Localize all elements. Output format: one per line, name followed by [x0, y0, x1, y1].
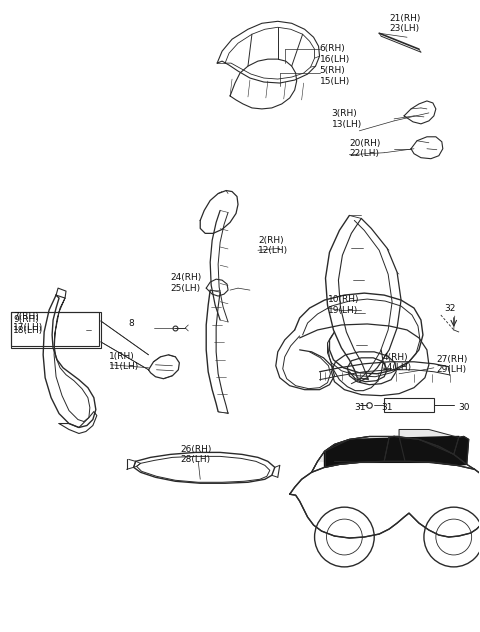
Bar	[12, 312, 101, 348]
Text: 31: 31	[381, 403, 393, 412]
Text: 10(RH)
19(LH): 10(RH) 19(LH)	[327, 295, 359, 315]
Text: 20(RH)
22(LH): 20(RH) 22(LH)	[349, 139, 381, 159]
Text: 7(RH)
17(LH): 7(RH) 17(LH)	[13, 312, 44, 332]
Text: 31: 31	[354, 403, 366, 412]
Bar	[12, 312, 99, 346]
Text: 26(RH)
28(LH): 26(RH) 28(LH)	[180, 445, 212, 464]
Text: 27(RH)
29(LH): 27(RH) 29(LH)	[436, 355, 467, 375]
Text: 4(RH)
14(LH): 4(RH) 14(LH)	[382, 353, 412, 372]
Text: 8: 8	[129, 319, 134, 329]
Text: 6(RH)
16(LH): 6(RH) 16(LH)	[320, 44, 350, 64]
Text: 21(RH)
23(LH): 21(RH) 23(LH)	[389, 14, 420, 33]
Polygon shape	[384, 437, 405, 461]
Polygon shape	[384, 437, 405, 461]
Text: 32: 32	[444, 303, 455, 313]
Polygon shape	[399, 430, 459, 454]
Text: 30: 30	[459, 403, 470, 412]
Text: 9(RH)
18(LH): 9(RH) 18(LH)	[13, 315, 44, 335]
Text: 3(RH)
13(LH): 3(RH) 13(LH)	[332, 109, 362, 128]
Text: 2(RH)
12(LH): 2(RH) 12(LH)	[258, 236, 288, 255]
Text: 1(RH)
11(LH): 1(RH) 11(LH)	[109, 352, 139, 372]
Polygon shape	[324, 437, 467, 467]
Text: 24(RH)
25(LH): 24(RH) 25(LH)	[170, 274, 202, 293]
Text: 5(RH)
15(LH): 5(RH) 15(LH)	[320, 66, 350, 86]
Polygon shape	[318, 437, 389, 463]
Polygon shape	[454, 437, 468, 465]
